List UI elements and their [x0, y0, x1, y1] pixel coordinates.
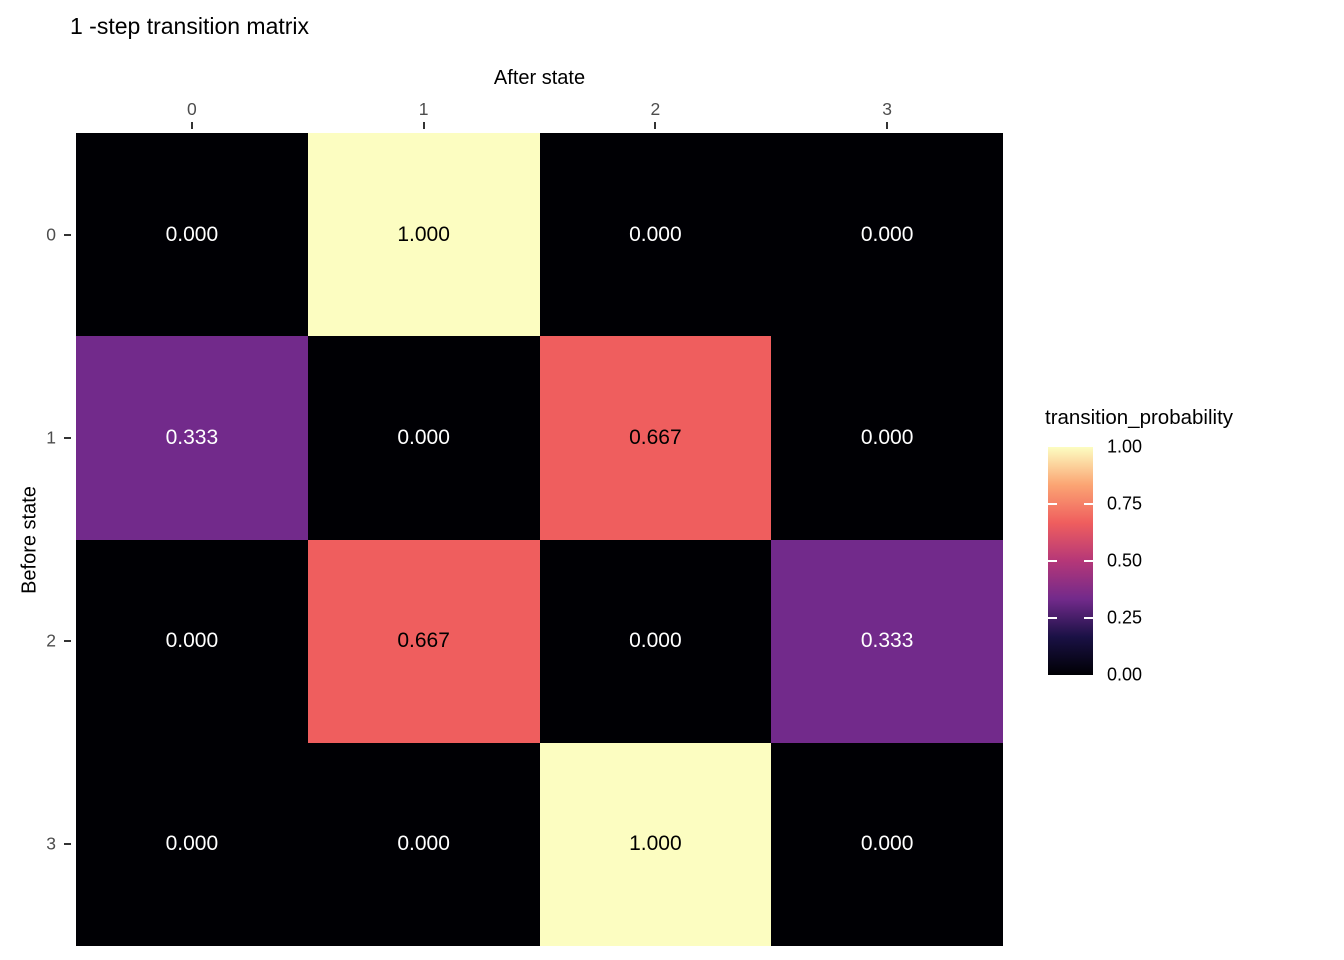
heatmap-cell: 0.000	[771, 133, 1003, 337]
heatmap-cell: 0.000	[771, 336, 1003, 540]
legend-tick-label: 0.00	[1107, 664, 1143, 685]
colorbar-tick-mark	[1048, 617, 1057, 619]
x-tick-mark	[190, 122, 193, 129]
y-tick-label: 0	[46, 224, 56, 245]
x-tick-mark	[654, 122, 657, 129]
heatmap-cell: 0.000	[307, 742, 540, 946]
y-tick-mark	[64, 436, 71, 439]
heatmap-cell: 0.000	[539, 539, 772, 743]
chart-title: 1 -step transition matrix	[70, 13, 310, 39]
y-axis-title: Before state	[18, 486, 41, 594]
legend-tick-label: 0.25	[1107, 607, 1143, 628]
y-tick-mark	[64, 640, 71, 643]
legend-title: transition_probability	[1045, 406, 1234, 429]
heatmap-cell: 0.000	[76, 742, 308, 946]
legend-tick-label: 1.00	[1107, 436, 1143, 457]
colorbar-tick-mark	[1048, 560, 1057, 562]
colorbar-tick-mark	[1048, 503, 1057, 505]
heatmap-cell: 0.667	[539, 336, 772, 540]
x-axis-title: After state	[493, 67, 586, 89]
y-tick-mark	[64, 233, 71, 236]
x-tick-label: 1	[418, 99, 429, 119]
legend-tick-label: 0.50	[1107, 550, 1143, 571]
x-tick-label: 0	[187, 99, 197, 119]
colorbar-tick-mark	[1084, 503, 1093, 505]
heatmap-cell: 0.000	[76, 133, 308, 337]
x-tick-label: 2	[650, 99, 661, 119]
heatmap-cell: 0.333	[76, 336, 308, 540]
heatmap-cell: 0.333	[771, 539, 1003, 743]
heatmap-cell: 0.000	[539, 133, 772, 337]
heatmap-cell: 0.667	[307, 539, 540, 743]
heatmap-grid: 0.000 1.000 0.000 0.000 0.333 0.000 0.667 0.000…	[76, 133, 1003, 946]
heatmap-cell: 0.000	[771, 742, 1003, 946]
y-tick-label: 1	[46, 427, 56, 448]
x-tick-label: 3	[882, 99, 892, 119]
heatmap-cell: 1.000	[539, 742, 772, 946]
x-tick-mark	[886, 122, 889, 129]
heatmap-cell: 0.000	[76, 539, 308, 743]
y-tick-mark	[64, 843, 71, 846]
y-tick-label: 2	[46, 630, 56, 651]
colorbar-tick-mark	[1084, 617, 1093, 619]
y-tick-label: 3	[46, 833, 56, 854]
legend-tick-label: 0.75	[1107, 493, 1143, 514]
colorbar-tick-mark	[1084, 560, 1093, 562]
heatmap-cell: 0.000	[307, 336, 540, 540]
heatmap-cell: 1.000	[307, 133, 540, 337]
x-tick-mark	[422, 122, 425, 129]
